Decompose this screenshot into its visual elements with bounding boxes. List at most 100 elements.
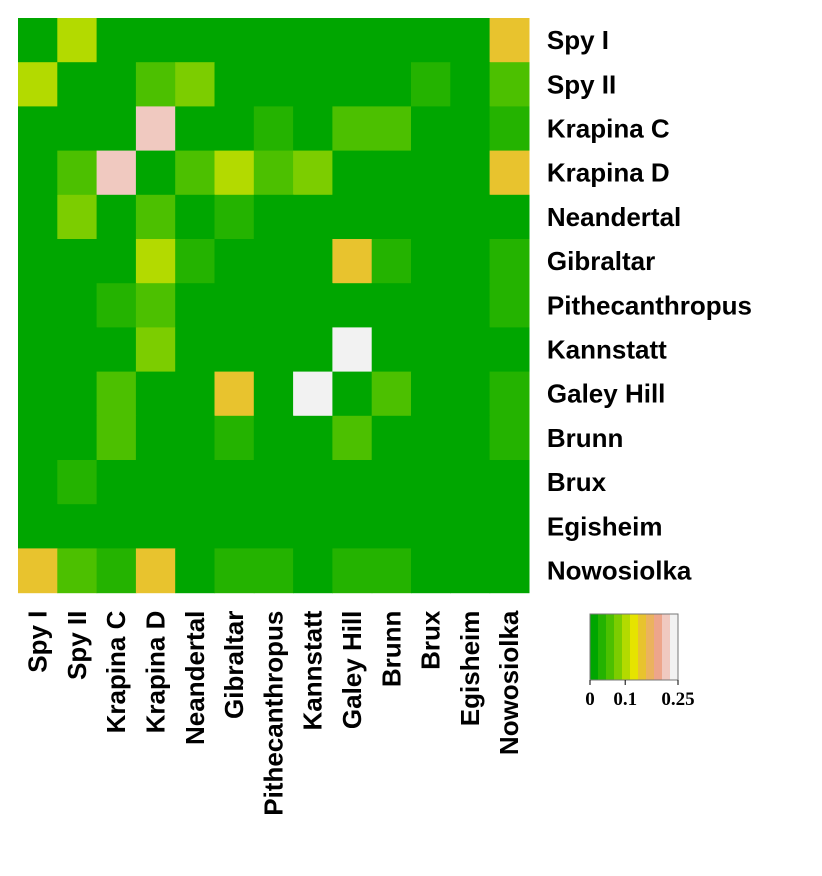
heatmap-cell-nowosiolka-pithecanthropus: [253, 548, 294, 594]
heatmap-cell-brux-brux: [411, 460, 451, 505]
heatmap-cell-egisheim-spy-i: [18, 504, 58, 549]
heatmap-cell-spy-i-nowosiolka: [489, 18, 530, 63]
heatmap-cell-spy-ii-krapina-c: [96, 62, 137, 107]
heatmap-cell-neandertal-krapina-c: [96, 194, 137, 240]
heatmap-cell-gibraltar-krapina-d: [135, 239, 176, 284]
heatmap-cell-krapina-c-galey-hill: [332, 106, 373, 152]
heatmap-cell-kannstatt-brunn: [371, 327, 412, 373]
heatmap-cell-nowosiolka-brunn: [371, 548, 412, 594]
column-label-brunn: Brunn: [376, 611, 406, 688]
heatmap-cell-krapina-d-brunn: [371, 150, 412, 196]
heatmap-cell-krapina-d-spy-ii: [57, 150, 98, 196]
legend-swatch-5: [630, 614, 639, 680]
heatmap-cell-egisheim-kannstatt: [293, 504, 333, 549]
heatmap-cell-neandertal-neandertal: [175, 194, 216, 240]
heatmap-cell-neandertal-spy-i: [18, 194, 58, 240]
heatmap-cell-spy-ii-neandertal: [175, 62, 216, 107]
heatmap-cell-gibraltar-spy-i: [18, 239, 58, 284]
heatmap-cell-brux-egisheim: [450, 460, 491, 505]
heatmap-cell-egisheim-brunn: [371, 504, 412, 549]
heatmap-cell-spy-i-krapina-c: [96, 18, 137, 63]
heatmap-cell-brux-pithecanthropus: [253, 460, 294, 505]
heatmap-cell-nowosiolka-gibraltar: [214, 548, 255, 594]
heatmap-cell-neandertal-brux: [411, 194, 451, 240]
legend-swatch-8: [654, 614, 663, 680]
heatmap-cell-brux-brunn: [371, 460, 412, 505]
heatmap-cell-brunn-egisheim: [450, 415, 491, 461]
heatmap-cell-pithecanthropus-egisheim: [450, 283, 491, 328]
heatmap-cell-neandertal-nowosiolka: [489, 194, 530, 240]
heatmap-cell-brux-spy-i: [18, 460, 58, 505]
heatmap-cell-spy-ii-spy-i: [18, 62, 58, 107]
heatmap-cell-krapina-d-nowosiolka: [489, 150, 530, 196]
legend-swatch-10: [670, 614, 679, 680]
heatmap-cell-kannstatt-spy-i: [18, 327, 58, 373]
heatmap-cell-spy-i-spy-i: [18, 18, 58, 63]
row-label-neandertal: Neandertal: [547, 202, 681, 232]
heatmap-cell-krapina-c-kannstatt: [293, 106, 333, 152]
row-label-egisheim: Egisheim: [547, 511, 663, 541]
heatmap-cell-krapina-c-neandertal: [175, 106, 216, 152]
heatmap-cell-spy-i-pithecanthropus: [253, 18, 294, 63]
heatmap-cell-gibraltar-nowosiolka: [489, 239, 530, 284]
color-legend: 0 0.1 0.25: [585, 613, 695, 710]
heatmap-cell-egisheim-egisheim: [450, 504, 491, 549]
heatmap-cell-nowosiolka-spy-i: [18, 548, 58, 594]
heatmap-cell-pithecanthropus-spy-ii: [57, 283, 98, 328]
legend-swatch-9: [662, 614, 671, 680]
heatmap-cell-gibraltar-brux: [411, 239, 451, 284]
heatmap-cell-brunn-gibraltar: [214, 415, 255, 461]
heatmap-cell-gibraltar-egisheim: [450, 239, 491, 284]
heatmap-cell-galey-hill-brunn: [371, 371, 412, 417]
heatmap-cell-brunn-spy-i: [18, 415, 58, 461]
column-label-neandertal: Neandertal: [180, 611, 210, 745]
heatmap-cell-kannstatt-pithecanthropus: [253, 327, 294, 373]
heatmap-cell-brunn-pithecanthropus: [253, 415, 294, 461]
heatmap-cell-brunn-nowosiolka: [489, 415, 530, 461]
heatmap-cell-galey-hill-brux: [411, 371, 451, 417]
heatmap-cell-neandertal-gibraltar: [214, 194, 255, 240]
heatmap-cell-krapina-d-pithecanthropus: [253, 150, 294, 196]
heatmap-cell-neandertal-brunn: [371, 194, 412, 240]
heatmap-cell-gibraltar-kannstatt: [293, 239, 333, 284]
heatmap-cell-galey-hill-spy-i: [18, 371, 58, 417]
heatmap-cell-pithecanthropus-gibraltar: [214, 283, 255, 328]
heatmap-cell-neandertal-kannstatt: [293, 194, 333, 240]
heatmap-cell-kannstatt-spy-ii: [57, 327, 98, 373]
heatmap-cell-krapina-d-krapina-d: [135, 150, 176, 196]
column-label-kannstatt: Kannstatt: [298, 610, 328, 730]
heatmap-cell-pithecanthropus-krapina-d: [135, 283, 176, 328]
column-label-egisheim: Egisheim: [455, 611, 485, 727]
heatmap-cell-nowosiolka-kannstatt: [293, 548, 333, 594]
legend-swatch-0: [590, 614, 599, 680]
row-label-brux: Brux: [547, 467, 607, 497]
heatmap-cell-spy-ii-galey-hill: [332, 62, 373, 107]
heatmap-cell-brunn-kannstatt: [293, 415, 333, 461]
heatmap-cell-brunn-neandertal: [175, 415, 216, 461]
heatmap-cell-kannstatt-gibraltar: [214, 327, 255, 373]
legend-swatch-7: [646, 614, 655, 680]
heatmap-cell-egisheim-spy-ii: [57, 504, 98, 549]
heatmap-cell-spy-i-galey-hill: [332, 18, 373, 63]
column-label-spy-i: Spy I: [23, 611, 53, 673]
column-label-gibraltar: Gibraltar: [219, 611, 249, 719]
heatmap-cell-pithecanthropus-pithecanthropus: [253, 283, 294, 328]
heatmap-cell-spy-ii-egisheim: [450, 62, 491, 107]
heatmap-cell-gibraltar-galey-hill: [332, 239, 373, 284]
heatmap-cell-galey-hill-kannstatt: [293, 371, 333, 417]
heatmap-cell-nowosiolka-nowosiolka: [489, 548, 530, 594]
heatmap-cell-nowosiolka-krapina-c: [96, 548, 137, 594]
heatmap-cell-neandertal-spy-ii: [57, 194, 98, 240]
heatmap-cell-krapina-d-galey-hill: [332, 150, 373, 196]
color-legend-ticks: 0 0.1 0.25: [585, 680, 695, 710]
heatmap-cell-brunn-galey-hill: [332, 415, 373, 461]
heatmap-cell-brunn-brunn: [371, 415, 412, 461]
heatmap-cells: [18, 18, 530, 594]
legend-swatch-6: [638, 614, 647, 680]
heatmap-cell-pithecanthropus-galey-hill: [332, 283, 373, 328]
heatmap-cell-krapina-c-spy-ii: [57, 106, 98, 152]
legend-tick-label-2: 0.25: [661, 689, 694, 710]
heatmap-cell-egisheim-pithecanthropus: [253, 504, 294, 549]
heatmap-cell-brunn-krapina-d: [135, 415, 176, 461]
heatmap-cell-nowosiolka-galey-hill: [332, 548, 373, 594]
